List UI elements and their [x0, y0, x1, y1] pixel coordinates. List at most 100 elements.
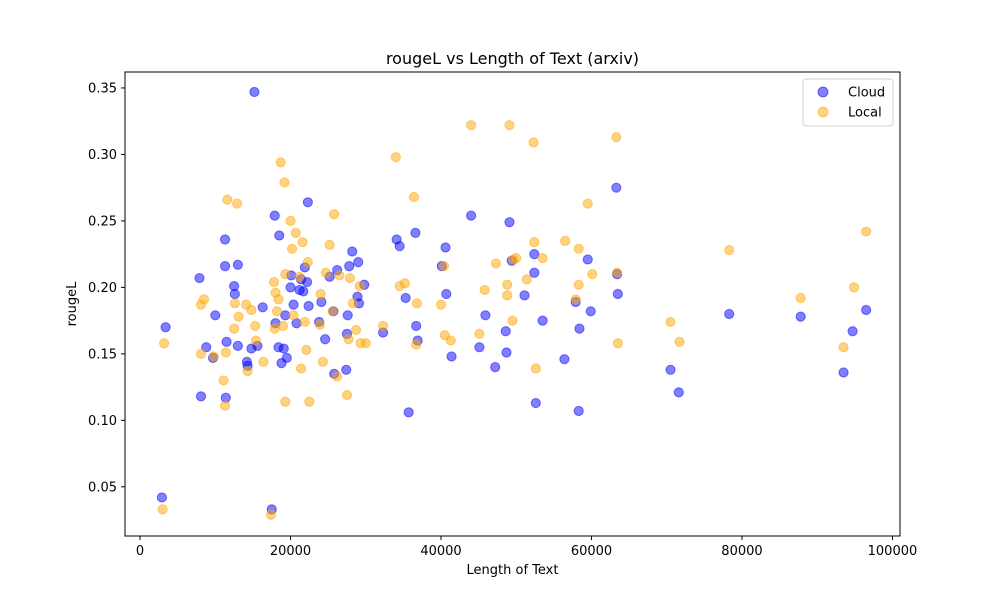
y-tick-label-0: 0.05: [88, 480, 117, 495]
point-local-62: [399, 278, 410, 289]
point-local-56: [354, 280, 365, 292]
x-tick-label-100000: 100000: [868, 544, 918, 559]
point-local-59: [377, 320, 389, 332]
point-local-10: [229, 323, 240, 334]
point-cloud-62: [410, 227, 421, 238]
point-cloud-77: [519, 290, 530, 301]
point-local-1: [159, 338, 170, 349]
point-local-24: [271, 306, 283, 317]
point-cloud-80: [530, 397, 541, 409]
x-tick-label-0: 0: [136, 544, 144, 559]
point-cloud-68: [446, 351, 457, 362]
point-local-15: [242, 366, 253, 377]
point-cloud-81: [537, 315, 548, 326]
point-local-35: [294, 271, 305, 282]
point-local-96: [724, 245, 735, 256]
point-local-65: [411, 298, 423, 309]
point-local-93: [612, 338, 623, 349]
point-local-41: [304, 396, 315, 407]
point-local-75: [502, 279, 513, 290]
point-local-58: [360, 338, 371, 349]
point-local-74: [502, 290, 513, 301]
point-local-9: [222, 194, 233, 205]
point-cloud-91: [665, 364, 676, 375]
point-local-91: [611, 132, 622, 143]
point-cloud-9: [221, 336, 232, 347]
point-local-3: [195, 348, 207, 359]
point-local-21: [268, 276, 280, 288]
point-local-95: [674, 336, 685, 347]
point-local-25: [273, 294, 284, 305]
point-local-16: [246, 304, 257, 316]
point-cloud-14: [232, 340, 243, 351]
point-local-44: [317, 356, 328, 367]
y-tick-label-2: 0.15: [88, 347, 117, 362]
point-local-70: [466, 120, 477, 131]
plot-frame: [124, 71, 901, 537]
point-cloud-0: [156, 492, 167, 503]
point-local-30: [280, 268, 291, 280]
point-local-72: [479, 284, 490, 296]
point-local-18: [250, 335, 262, 346]
point-cloud-92: [673, 387, 684, 398]
point-local-88: [573, 243, 584, 254]
point-cloud-52: [347, 246, 358, 257]
point-local-87: [573, 279, 584, 290]
point-local-92: [611, 267, 623, 278]
point-local-90: [587, 268, 598, 280]
point-local-97: [795, 292, 806, 304]
point-local-40: [302, 257, 313, 268]
point-cloud-8: [219, 261, 231, 272]
legend: Cloud Local: [802, 78, 894, 127]
point-cloud-63: [411, 320, 422, 332]
point-cloud-61: [403, 407, 414, 418]
chart-title: rougeL vs Length of Text (arxiv): [386, 49, 639, 68]
point-cloud-48: [341, 364, 352, 375]
point-cloud-38: [301, 276, 313, 288]
point-cloud-18: [249, 86, 260, 98]
point-cloud-74: [501, 347, 512, 358]
y-tick-label-1: 0.10: [88, 414, 117, 429]
point-local-29: [280, 396, 291, 407]
point-cloud-51: [344, 261, 355, 272]
point-cloud-3: [195, 391, 207, 402]
point-local-85: [560, 235, 571, 246]
point-cloud-54: [353, 257, 364, 268]
point-local-37: [297, 237, 308, 248]
y-tick-label-5: 0.30: [88, 148, 117, 163]
x-tick-label-80000: 80000: [721, 544, 762, 559]
point-cloud-1: [160, 322, 171, 333]
point-cloud-36: [298, 286, 309, 297]
y-axis: 0.05 0.10 0.15 0.20 0.25 0.30 0.35: [88, 81, 125, 495]
point-local-67: [438, 261, 450, 272]
point-local-99: [849, 282, 860, 293]
point-local-32: [286, 243, 298, 254]
point-local-86: [570, 294, 581, 305]
point-local-28: [279, 177, 290, 188]
legend-marker-local: [817, 106, 829, 118]
point-cloud-86: [582, 254, 593, 265]
point-cloud-13: [232, 259, 243, 270]
point-local-76: [504, 120, 515, 131]
point-local-48: [329, 209, 340, 220]
point-cloud-90: [612, 288, 623, 300]
point-local-71: [474, 328, 485, 340]
point-cloud-67: [441, 288, 452, 300]
point-local-100: [861, 226, 872, 237]
point-local-5: [208, 351, 219, 362]
point-local-4: [198, 294, 210, 305]
legend-marker-cloud: [817, 86, 829, 98]
point-local-8: [220, 347, 231, 358]
point-cloud-27: [278, 343, 289, 354]
point-local-94: [665, 316, 676, 328]
point-local-77: [507, 315, 518, 326]
point-local-33: [288, 310, 299, 321]
x-tick-label-40000: 40000: [420, 544, 461, 559]
y-axis-label: rougeL: [65, 281, 80, 327]
point-local-43: [315, 288, 326, 300]
point-cloud-96: [847, 326, 858, 337]
point-cloud-72: [490, 362, 501, 373]
point-local-27: [277, 320, 289, 332]
point-cloud-25: [274, 230, 285, 241]
point-cloud-84: [573, 405, 584, 417]
